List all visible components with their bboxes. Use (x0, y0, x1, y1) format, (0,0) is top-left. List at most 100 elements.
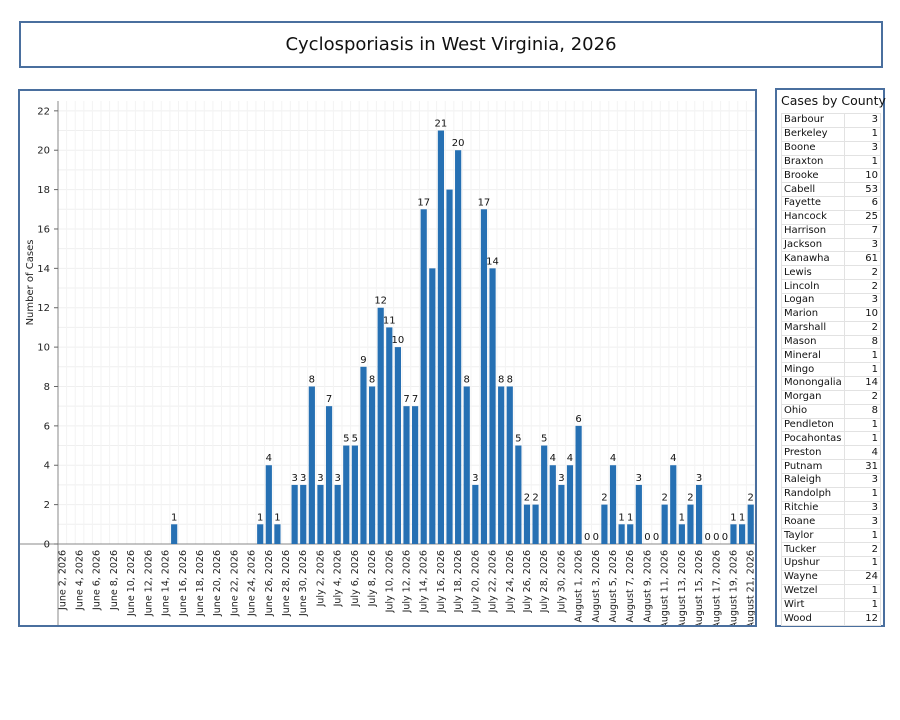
county-cases: 4 (843, 445, 882, 461)
bar (455, 150, 462, 544)
county-name: Fayette (781, 196, 845, 211)
x-tick-label: July 14, 2026 (419, 550, 430, 613)
data-label: 17 (478, 197, 491, 208)
data-label: 21 (435, 119, 448, 130)
x-tick-label: June 4, 2026 (75, 550, 86, 611)
county-cases: 8 (843, 403, 882, 419)
bar (300, 484, 307, 544)
bar (317, 484, 324, 544)
x-tick-label: August 7, 2026 (625, 550, 636, 623)
data-label: 1 (739, 512, 745, 523)
county-cases: 25 (843, 209, 882, 225)
county-cases: 3 (843, 113, 882, 128)
county-name: Putnam (781, 459, 845, 474)
data-label: 0 (704, 532, 710, 543)
data-label: 2 (661, 493, 667, 504)
data-label: 0 (713, 532, 719, 543)
bar (549, 465, 556, 544)
x-tick-label: July 16, 2026 (436, 550, 447, 613)
county-cases: 3 (843, 472, 882, 488)
county-cases: 12 (843, 611, 882, 627)
county-row: Hancock 25 (781, 209, 882, 225)
data-label: 3 (317, 473, 323, 484)
county-name: Wood (781, 611, 845, 627)
county-cases: 10 (843, 306, 882, 322)
county-name: Raleigh (781, 472, 845, 488)
county-cases: 1 (843, 556, 882, 571)
data-label: 14 (486, 256, 499, 267)
county-name: Pocahontas (781, 431, 845, 447)
data-label: 8 (369, 374, 375, 385)
data-label: 3 (300, 473, 306, 484)
county-name: Braxton (781, 154, 845, 170)
county-cases: 3 (843, 514, 882, 530)
data-label: 5 (515, 434, 521, 445)
y-tick-label: 12 (37, 303, 50, 314)
x-tick-label: August 9, 2026 (642, 550, 653, 623)
county-cases: 2 (843, 389, 882, 405)
county-cases: 1 (843, 486, 882, 502)
county-row: Harrison 7 (781, 223, 882, 239)
county-row: Pocahontas 1 (781, 431, 882, 447)
county-name: Hancock (781, 209, 845, 225)
data-label: 17 (417, 197, 430, 208)
data-label: 10 (392, 335, 405, 346)
x-tick-label: August 19, 2026 (728, 550, 739, 625)
county-row: Mingo 1 (781, 362, 882, 378)
x-tick-label: July 6, 2026 (350, 550, 361, 607)
county-row: Roane 3 (781, 514, 882, 530)
x-tick-label: June 2, 2026 (57, 550, 68, 611)
bar (343, 445, 350, 544)
county-row: Brooke 10 (781, 168, 882, 184)
county-row: Lewis 2 (781, 265, 882, 281)
bar (377, 307, 384, 544)
x-tick-label: August 5, 2026 (608, 550, 619, 623)
bar (386, 327, 393, 544)
bar (472, 484, 479, 544)
data-label: 4 (266, 453, 272, 464)
county-name: Roane (781, 514, 845, 530)
x-tick-label: June 18, 2026 (195, 550, 206, 617)
bar (609, 465, 617, 544)
county-table: Barbour 3 Berkeley 1 Boone 3 Braxton 1 Brooke 10 C… (781, 113, 882, 627)
x-tick-label: June 6, 2026 (92, 550, 103, 611)
county-name: Tucker (781, 542, 845, 557)
county-name: Berkeley (781, 126, 845, 142)
county-cases: 3 (843, 292, 882, 308)
bar (730, 524, 737, 544)
bar (498, 386, 505, 544)
x-tick-label: June 14, 2026 (161, 550, 172, 617)
x-tick-label: July 20, 2026 (470, 550, 481, 613)
county-row: Wayne 24 (781, 569, 882, 585)
x-tick-label: July 12, 2026 (402, 550, 413, 613)
county-name: Boone (781, 140, 845, 156)
county-cases: 1 (843, 348, 882, 364)
county-row: Putnam 31 (781, 459, 882, 474)
county-row: Wetzel 1 (781, 583, 882, 599)
bar (265, 465, 272, 544)
bar (437, 130, 445, 544)
county-row: Monongalia 14 (781, 376, 882, 391)
county-panel: Cases by County Barbour 3 Berkeley 1 Boone 3 B… (775, 88, 886, 627)
county-name: Randolph (781, 486, 845, 502)
county-row: Berkeley 1 (781, 126, 882, 142)
data-label: 7 (326, 394, 332, 405)
data-label: 1 (730, 512, 736, 523)
x-tick-label: August 21, 2026 (746, 550, 755, 625)
county-cases: 2 (843, 279, 882, 294)
x-tick-label: July 30, 2026 (556, 550, 567, 613)
data-label: 1 (274, 512, 280, 523)
data-label: 20 (452, 138, 465, 149)
bar (360, 366, 367, 544)
bar (334, 484, 341, 544)
x-tick-label: July 26, 2026 (522, 550, 533, 613)
county-row: Mason 8 (781, 334, 882, 350)
bar (515, 445, 522, 544)
bar (618, 524, 625, 544)
county-row: Barbour 3 (781, 113, 882, 128)
chart-title: Cyclosporiasis in West Virginia, 2026 (19, 21, 883, 68)
data-label: 8 (464, 374, 470, 385)
county-row: Morgan 2 (781, 389, 882, 405)
bar (463, 386, 470, 544)
